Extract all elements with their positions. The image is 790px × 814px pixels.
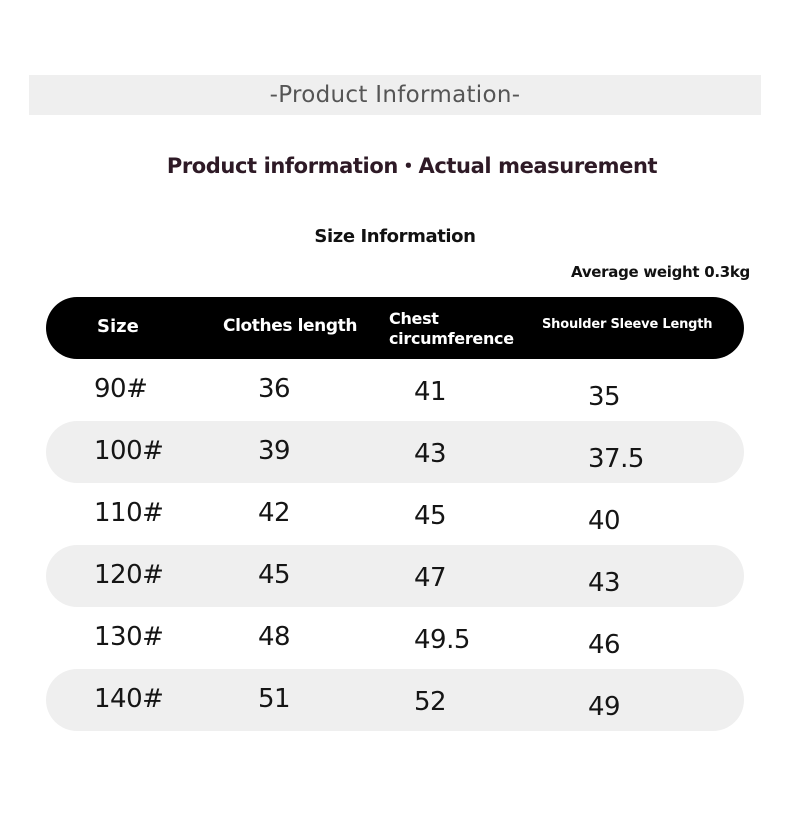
table-header: Size Clothes length Chest circumference … — [46, 297, 744, 359]
cell-shoulder-sleeve: 43 — [588, 568, 621, 598]
cell-clothes-length: 42 — [258, 498, 291, 528]
section-title: -Product Information- — [269, 82, 521, 108]
cell-chest: 41 — [414, 377, 447, 407]
cell-clothes-length: 36 — [258, 374, 291, 404]
header-shoulder-sleeve-length: Shoulder Sleeve Length — [542, 317, 713, 332]
cell-clothes-length: 39 — [258, 436, 291, 466]
cell-size: 120# — [94, 560, 164, 590]
cell-clothes-length: 45 — [258, 560, 291, 590]
header-chest-line1: Chest — [389, 309, 439, 328]
table-row: 120# 45 47 43 — [46, 545, 744, 607]
header-size: Size — [97, 316, 139, 337]
cell-size: 130# — [94, 622, 164, 652]
average-weight: Average weight 0.3kg — [571, 263, 750, 281]
cell-chest: 45 — [414, 501, 447, 531]
header-chest-line2: circumference — [389, 329, 514, 348]
cell-clothes-length: 51 — [258, 684, 291, 714]
table-row: 140# 51 52 49 — [46, 669, 744, 731]
cell-size: 110# — [94, 498, 164, 528]
cell-shoulder-sleeve: 40 — [588, 506, 621, 536]
cell-size: 140# — [94, 684, 164, 714]
cell-shoulder-sleeve: 37.5 — [588, 444, 644, 474]
table-row: 90# 36 41 35 — [46, 359, 744, 421]
cell-chest: 49.5 — [414, 625, 470, 655]
product-subtitle: Product information・Actual measurement — [166, 154, 658, 178]
cell-shoulder-sleeve: 46 — [588, 630, 621, 660]
cell-shoulder-sleeve: 35 — [588, 382, 621, 412]
header-chest-circumference: Chest circumference — [389, 309, 549, 349]
cell-chest: 52 — [414, 687, 447, 717]
table-row: 130# 48 49.5 46 — [46, 607, 744, 669]
table-row: 100# 39 43 37.5 — [46, 421, 744, 483]
cell-clothes-length: 48 — [258, 622, 291, 652]
header-clothes-length: Clothes length — [223, 316, 358, 336]
cell-size: 100# — [94, 436, 164, 466]
cell-chest: 47 — [414, 563, 447, 593]
section-banner: -Product Information- — [29, 75, 761, 115]
cell-size: 90# — [94, 374, 148, 404]
cell-chest: 43 — [414, 439, 447, 469]
cell-shoulder-sleeve: 49 — [588, 692, 621, 722]
table-row: 110# 42 45 40 — [46, 483, 744, 545]
size-information-title: Size Information — [314, 226, 476, 247]
